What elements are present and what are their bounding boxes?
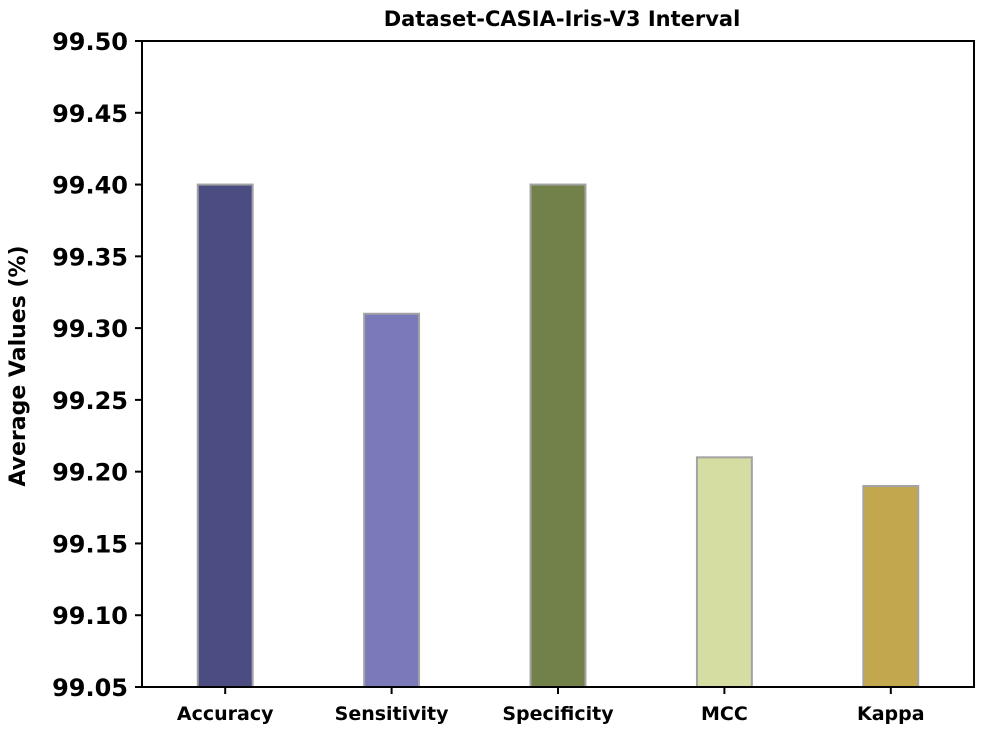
y-tick-label: 99.35 [52, 243, 128, 271]
plot-frame [141, 40, 975, 688]
y-tick-label: 99.10 [52, 602, 128, 630]
bar-kappa [862, 485, 920, 688]
bars-group [196, 183, 920, 689]
bar-mcc [695, 456, 753, 688]
x-tick-label-specificity: Specificity [502, 703, 614, 725]
y-tick-label: 99.15 [52, 530, 128, 558]
chart-title: Dataset-CASIA-Iris-V3 Interval [384, 7, 741, 31]
x-tick-label-mcc: MCC [701, 703, 748, 725]
y-axis-ticks: 99.05 99.10 99.15 99.20 99.25 99.30 99.35 99.40… [52, 28, 142, 702]
x-axis-ticks: Accuracy Sensitivity Specificity MCC Kappa [177, 687, 925, 725]
bar-sensitivity [363, 312, 421, 688]
y-tick-label: 99.25 [52, 387, 128, 415]
y-axis-label: Average Values (%) [6, 245, 31, 486]
y-tick-label: 99.50 [52, 28, 128, 56]
y-tick-label: 99.40 [52, 172, 128, 200]
y-tick-label: 99.20 [52, 459, 128, 487]
y-tick-label: 99.30 [52, 315, 128, 343]
y-tick-label: 99.45 [52, 100, 128, 128]
bar-accuracy [196, 183, 254, 689]
x-tick-label-accuracy: Accuracy [177, 703, 274, 725]
x-tick-label-kappa: Kappa [857, 703, 925, 725]
x-tick-label-sensitivity: Sensitivity [335, 703, 449, 725]
bar-specificity [529, 183, 587, 689]
y-tick-label: 99.05 [52, 674, 128, 702]
